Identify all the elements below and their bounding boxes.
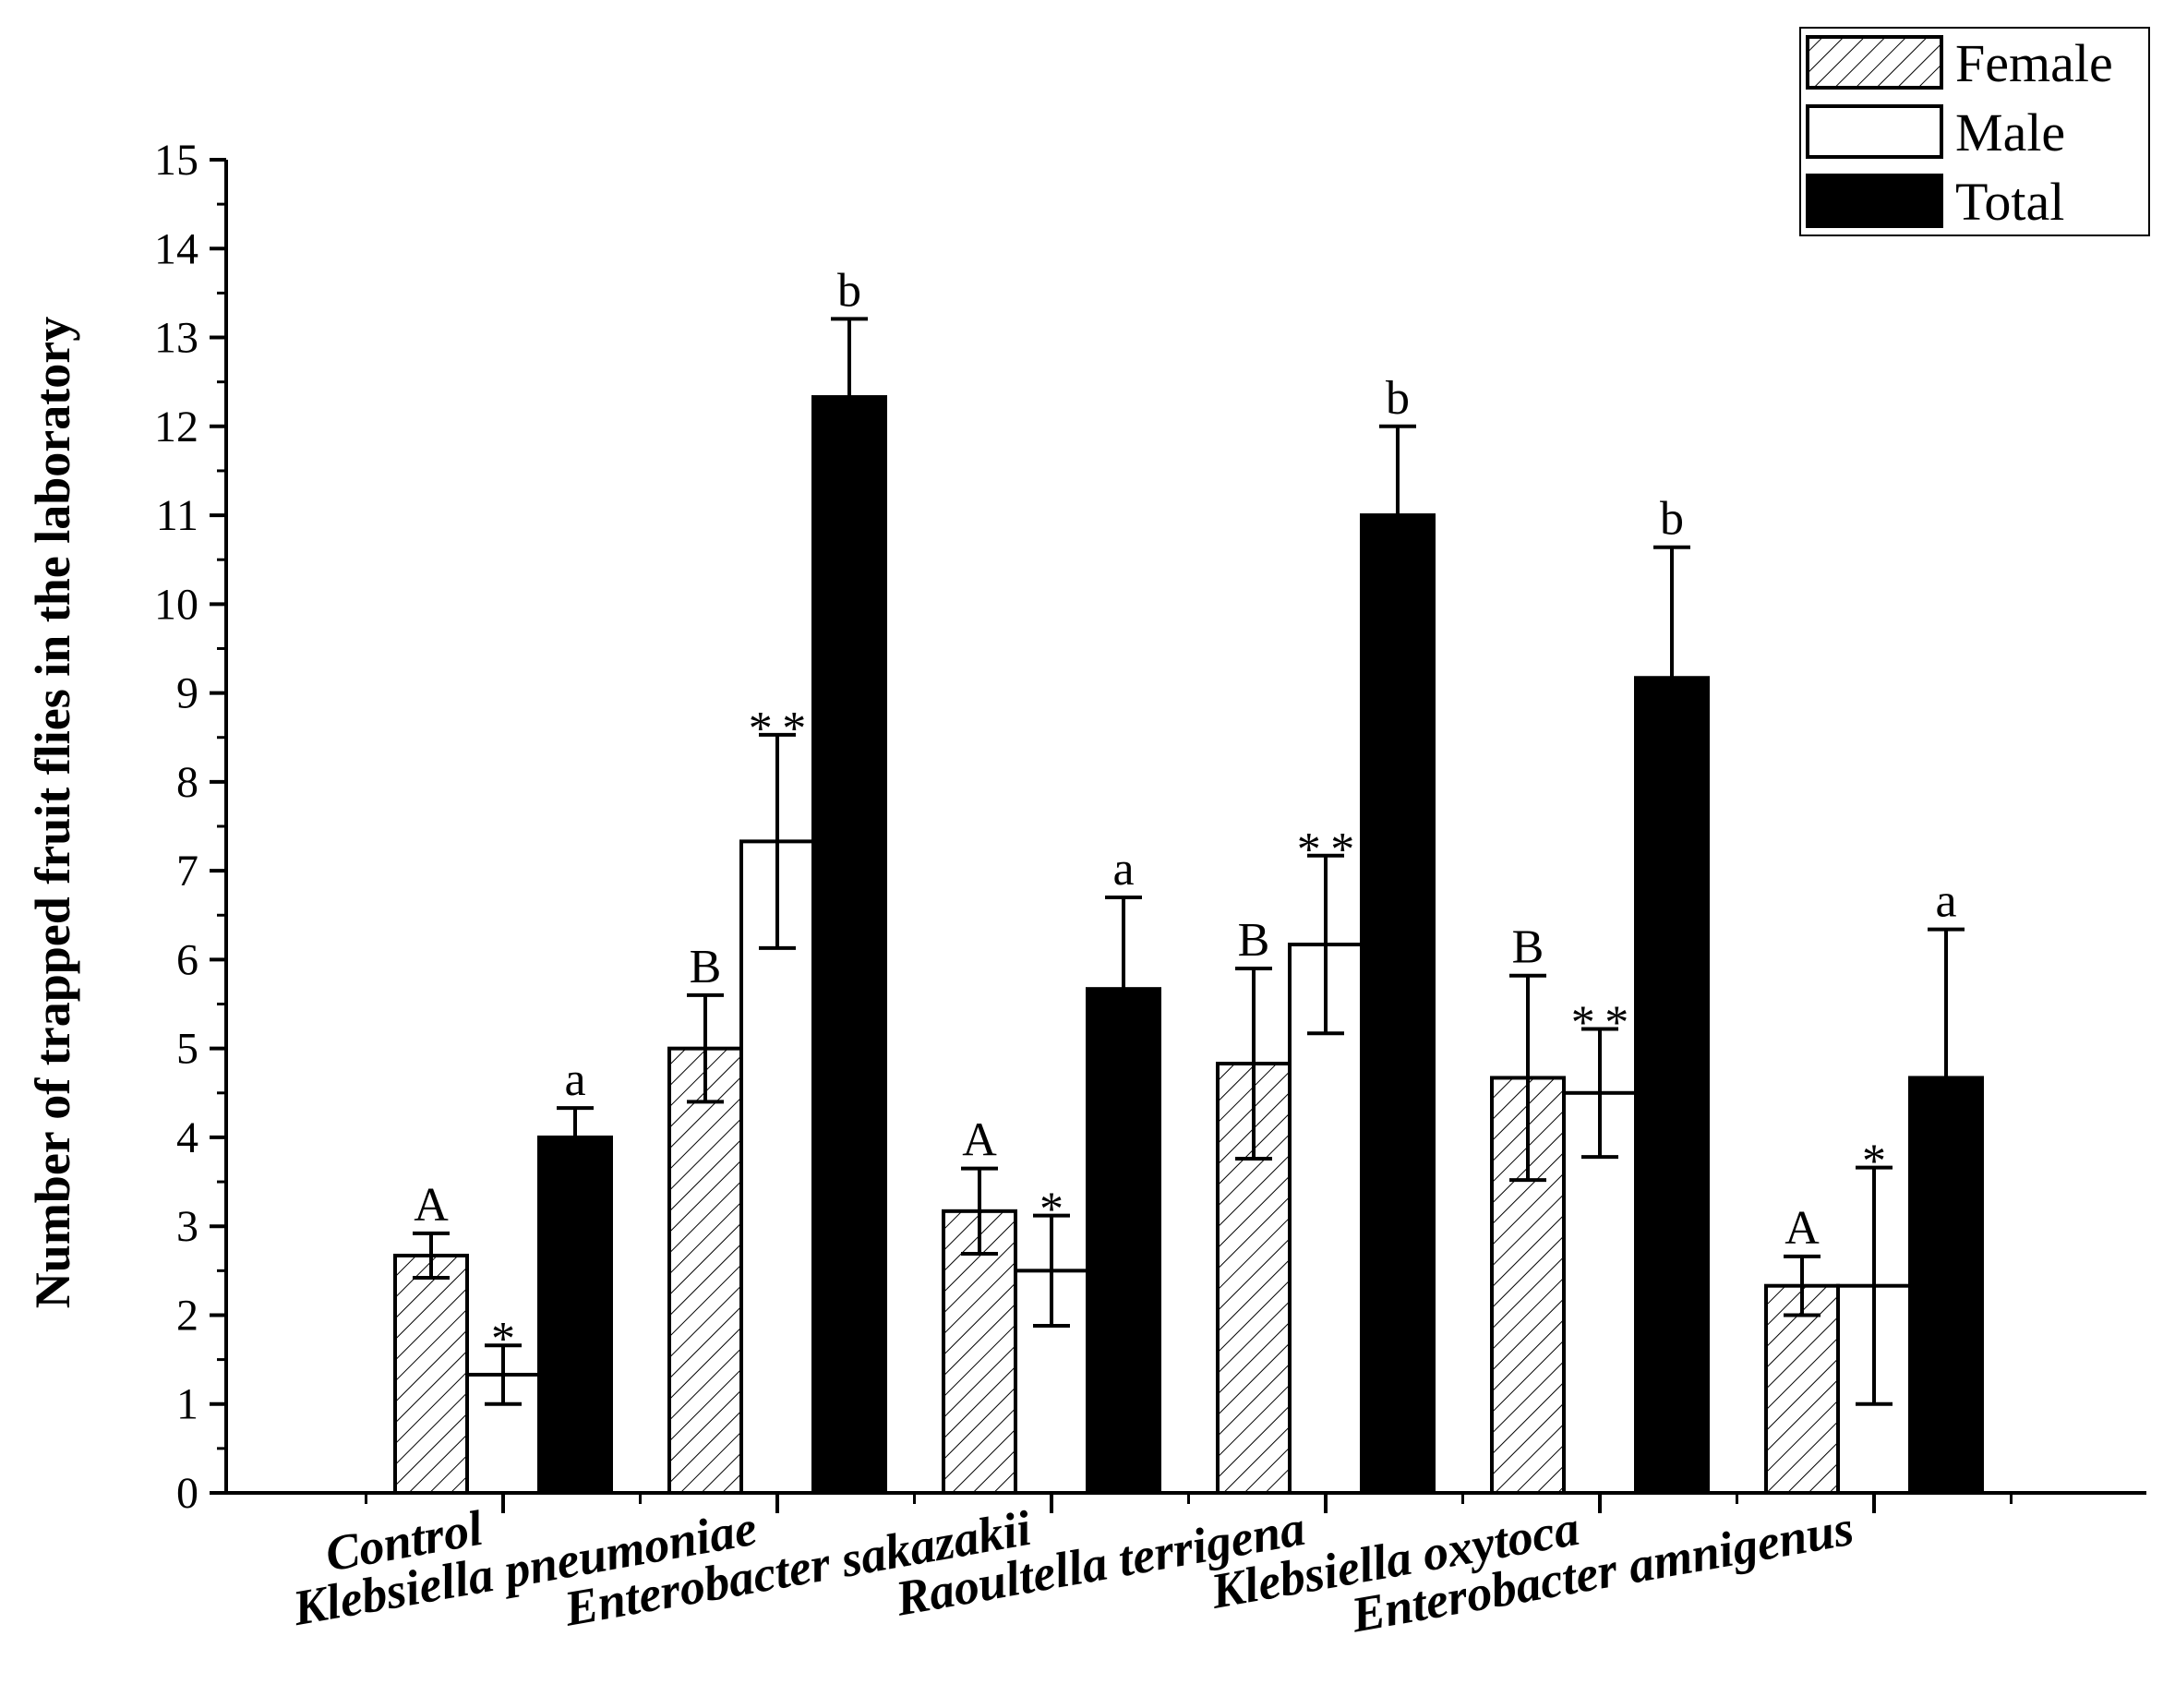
significance-label: A — [962, 1114, 997, 1167]
y-axis-label: Number of trapped fruit flies in the lab… — [25, 317, 80, 1308]
bar-total — [1634, 676, 1710, 1495]
significance-label: * — [1039, 1184, 1063, 1236]
bar-total — [537, 1135, 613, 1496]
y-tick-label: 3 — [176, 1202, 198, 1251]
significance-label: A — [1784, 1202, 1820, 1255]
bar-total — [1360, 513, 1436, 1495]
legend-label-female: Female — [1955, 33, 2113, 93]
significance-label: b — [1660, 493, 1684, 546]
y-tick-label: 7 — [176, 847, 198, 896]
bar-male — [739, 839, 815, 1495]
bar-total — [1086, 987, 1161, 1495]
legend-swatch-total — [1806, 174, 1943, 228]
significance-label: * — [491, 1313, 515, 1365]
y-tick-label: 4 — [176, 1113, 198, 1162]
bar-male — [1562, 1090, 1638, 1496]
bar-female — [393, 1253, 469, 1496]
y-tick-label: 1 — [176, 1380, 198, 1429]
y-tick-label: 11 — [156, 491, 198, 540]
legend: Female Male Total — [1799, 27, 2150, 236]
bar-female — [667, 1046, 743, 1495]
significance-label: a — [1112, 843, 1134, 896]
bar-total — [811, 395, 887, 1496]
significance-label: * — [1862, 1136, 1886, 1188]
y-tick-label: 8 — [176, 758, 198, 807]
legend-swatch-female — [1806, 35, 1943, 90]
significance-label: B — [1512, 921, 1544, 974]
significance-label: * * — [1297, 824, 1354, 876]
legend-label-male: Male — [1955, 102, 2065, 162]
legend-label-total: Total — [1955, 172, 2064, 232]
bar-total — [1908, 1076, 1984, 1496]
y-tick-label: 14 — [154, 224, 198, 273]
y-tick-label: 5 — [176, 1025, 198, 1074]
legend-swatch-male — [1806, 104, 1943, 159]
y-tick-label: 15 — [154, 136, 198, 185]
significance-label: a — [1935, 875, 1956, 928]
significance-label: A — [414, 1179, 449, 1232]
significance-label: * * — [1571, 996, 1628, 1049]
significance-label: B — [1238, 914, 1270, 967]
significance-label: a — [564, 1053, 585, 1106]
significance-label: b — [1386, 372, 1410, 425]
y-tick-label: 0 — [176, 1469, 198, 1518]
y-tick-label: 9 — [176, 669, 198, 718]
y-tick-label: 10 — [154, 580, 198, 629]
significance-label: B — [690, 941, 722, 993]
y-tick-label: 12 — [154, 403, 198, 451]
significance-label: b — [837, 264, 861, 317]
y-tick-label: 2 — [176, 1291, 198, 1340]
y-tick-label: 13 — [154, 314, 198, 363]
significance-label: * * — [749, 703, 806, 755]
y-tick-label: 6 — [176, 935, 198, 984]
annotations: A * a B * * b A * a B * * b B * * b A * a — [414, 264, 1956, 1365]
bars — [393, 317, 1984, 1496]
